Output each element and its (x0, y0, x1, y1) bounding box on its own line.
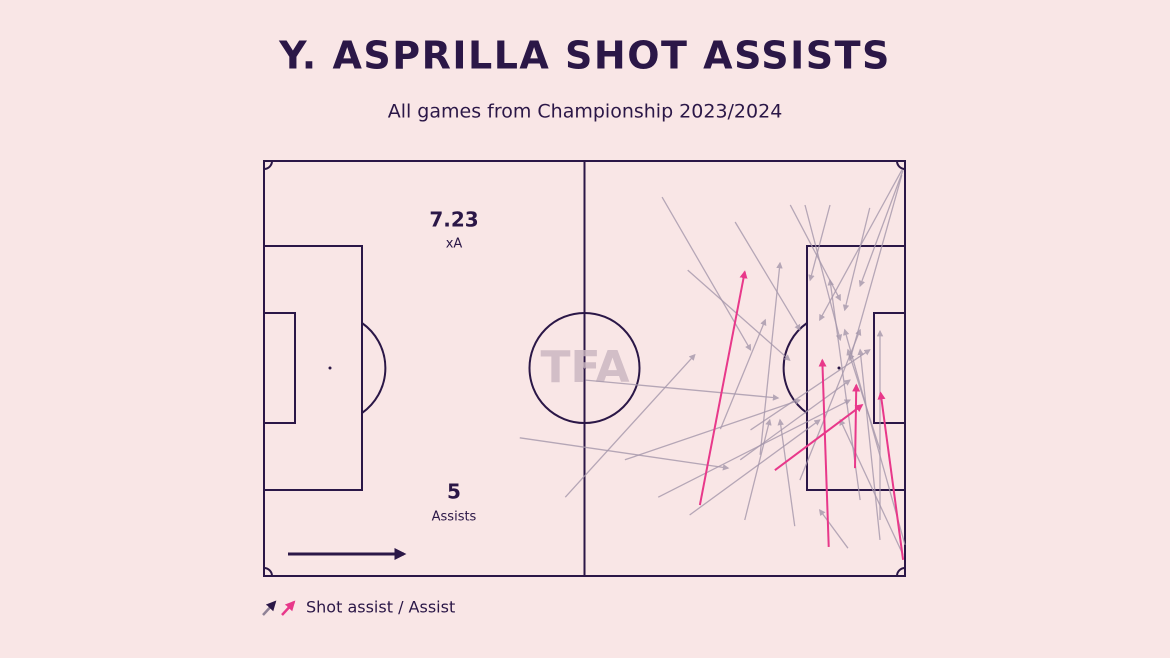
shot-assist-arrow (739, 379, 851, 461)
stat-value: 5 (447, 480, 461, 504)
shot-assist-arrow (734, 221, 801, 332)
shot-assist-arrow (839, 418, 904, 556)
assist-arrow (877, 391, 905, 560)
watermark: TFA (540, 342, 629, 393)
shot-assist-arrow (744, 418, 772, 521)
penalty-spot (837, 366, 841, 370)
shot-assist-arrow (687, 269, 791, 362)
shot-assist-arrow (519, 437, 730, 471)
shot-assist-arrow (804, 204, 843, 342)
shot-assist-arrow (858, 169, 904, 288)
shot-assist-arrow (777, 418, 796, 527)
stat-label: xA (446, 237, 463, 252)
shot-assist-arrow (719, 318, 767, 430)
shot-assist-arrow (818, 508, 849, 549)
shot-assist-arrow (842, 207, 871, 312)
shot-assist-arrow (857, 348, 881, 540)
six-yard-box (263, 312, 296, 424)
assist-arrow (698, 270, 748, 506)
chart-title: Y. ASPRILLA SHOT ASSISTS (278, 34, 891, 78)
subtitle: All games from Championship 2023/2024 (388, 101, 783, 123)
legend: Shot assist / Assist (262, 598, 455, 617)
assist-arrow (774, 404, 864, 471)
shot-assist-arrow (750, 349, 871, 431)
penalty-box (263, 245, 363, 491)
shot-assist-arrow (843, 328, 906, 546)
assist-arrow (852, 383, 861, 469)
six-yard-box (873, 312, 906, 424)
center-circle (528, 312, 641, 424)
stat-label: Assists (432, 510, 477, 525)
assist-arrow (818, 358, 830, 547)
shot-assist-arrow (585, 379, 780, 401)
legend-label: Shot assist / Assist (306, 598, 455, 617)
shot-assist-arrow (564, 353, 696, 498)
shot-assist-arrow (799, 328, 862, 481)
shot-assist-arrow (657, 399, 852, 498)
shot-assist-arrow (759, 261, 783, 455)
stat-value: 7.23 (429, 208, 478, 232)
penalty-spot (328, 366, 332, 370)
shot-assist-arrow (661, 196, 752, 351)
shot-assist-arrow (689, 419, 821, 516)
shot-assist-arrow (789, 204, 841, 302)
corner-arcs (263, 160, 906, 577)
shot-assist-arrow (808, 204, 831, 282)
legend-icon (262, 600, 277, 616)
center-spot (583, 366, 586, 370)
legend-icon (281, 600, 296, 616)
pitch (263, 160, 906, 577)
shot-assist-arrow (848, 174, 903, 362)
penalty-arc (361, 322, 387, 414)
shot-assist-arrow (624, 398, 802, 461)
